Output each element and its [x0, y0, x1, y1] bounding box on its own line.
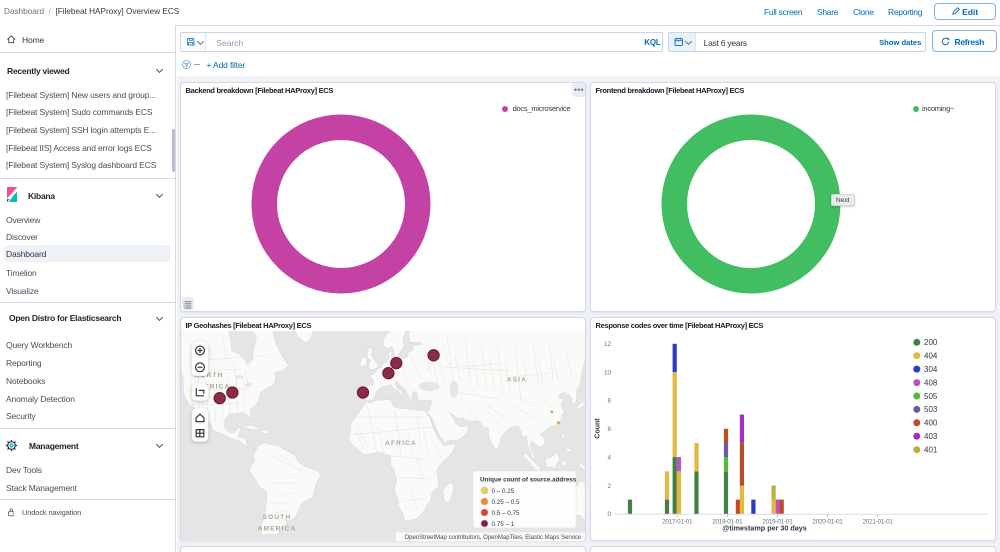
svg-text:8: 8 [607, 397, 611, 404]
svg-text:0: 0 [607, 511, 611, 518]
svg-text:SOUTH: SOUTH [263, 514, 292, 521]
svg-text:0 – 0.25: 0 – 0.25 [492, 488, 515, 495]
svg-text:503: 503 [924, 405, 938, 414]
svg-text:408: 408 [924, 378, 938, 387]
svg-text:2: 2 [607, 482, 611, 489]
svg-text:2018-01-01: 2018-01-01 [712, 518, 743, 525]
svg-text:2021-01-01: 2021-01-01 [862, 518, 893, 525]
svg-text:NORTH: NORTH [194, 372, 223, 379]
svg-text:Unique count of source.address: Unique count of source.address [480, 477, 577, 484]
svg-text:4: 4 [607, 454, 611, 461]
svg-text:2017-01-01: 2017-01-01 [662, 518, 693, 525]
svg-text:Count: Count [595, 417, 602, 438]
svg-text:0.5 – 0.75: 0.5 – 0.75 [492, 510, 521, 517]
svg-text:401: 401 [924, 445, 938, 454]
svg-text:12: 12 [604, 341, 612, 348]
svg-text:AMERICA: AMERICA [192, 384, 231, 391]
svg-text:505: 505 [924, 391, 938, 400]
svg-text:OpenStreetMap contributors, Op: OpenStreetMap contributors, OpenMapTiles… [404, 535, 581, 541]
svg-text:ASIA: ASIA [507, 377, 527, 384]
svg-text:304: 304 [924, 364, 938, 373]
svg-text:2019-01-01: 2019-01-01 [762, 518, 793, 525]
svg-text:@timestamp per 30 days: @timestamp per 30 days [722, 523, 807, 532]
svg-text:10: 10 [604, 369, 612, 376]
svg-text:AMERICA: AMERICA [258, 526, 297, 533]
svg-text:6: 6 [607, 426, 611, 433]
svg-text:0.25 – 0.5: 0.25 – 0.5 [492, 499, 521, 506]
svg-text:0.75 – 1: 0.75 – 1 [492, 521, 515, 528]
svg-text:403: 403 [924, 432, 938, 441]
svg-text:404: 404 [924, 351, 938, 360]
svg-text:AFRICA: AFRICA [385, 440, 417, 447]
svg-text:2020-01-01: 2020-01-01 [812, 518, 843, 525]
svg-text:400: 400 [924, 418, 938, 427]
svg-text:200: 200 [924, 338, 938, 347]
